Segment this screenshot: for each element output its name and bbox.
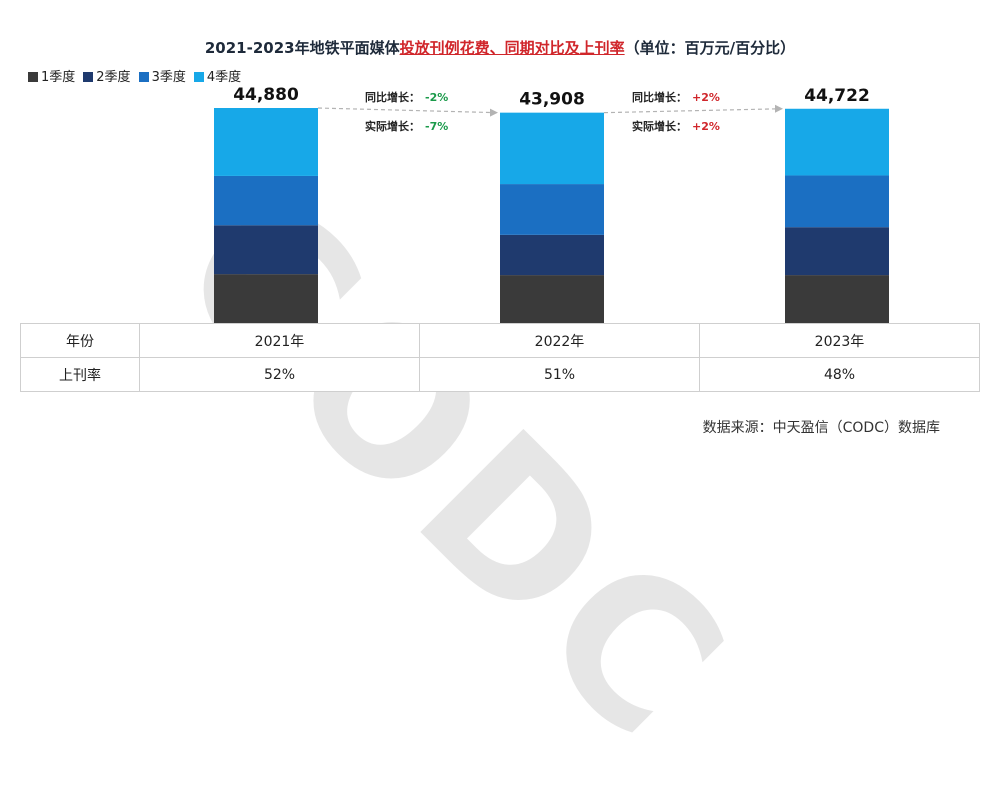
- trend-arrow: [490, 108, 498, 117]
- annotation-label: 实际增长：: [632, 119, 687, 133]
- title-unit: （单位：百万元/百分比）: [624, 39, 796, 57]
- table-cell-rate: 51%: [419, 357, 700, 392]
- table-cell-rate: 52%: [139, 357, 420, 392]
- chart-title: 2021-2023年地铁平面媒体投放刊例花费、同期对比及上刊率（单位：百万元/百…: [0, 37, 1000, 58]
- legend-label: 4季度: [206, 70, 242, 85]
- row-header-year: 年份: [20, 323, 140, 358]
- bar-segment: [214, 225, 318, 275]
- bar-segment: [500, 112, 604, 185]
- legend-item: 2季度: [83, 66, 131, 85]
- bar-segment: [785, 227, 889, 276]
- total-label: 43,908: [519, 90, 585, 110]
- annotation-value: -2%: [425, 91, 448, 104]
- total-label: 44,880: [233, 85, 299, 105]
- bar-segment: [214, 108, 318, 176]
- table-row-year: 年份 2021年 2022年 2023年: [20, 323, 980, 358]
- legend-item: 3季度: [138, 66, 186, 85]
- legend-swatch: [193, 72, 204, 82]
- chart-area: 44,880 43,908 44,722 同比增长： -2% 实际增长： -7% 同比增长： +…: [214, 85, 889, 323]
- annotation-value: +2%: [692, 120, 720, 133]
- legend-swatch: [28, 72, 38, 82]
- table-row-rate: 上刊率 52% 51% 48%: [20, 357, 980, 392]
- trend-line: [317, 107, 497, 114]
- table-cell-year: 2023年: [699, 323, 980, 358]
- bar-segment: [785, 275, 889, 323]
- annotation-label: 同比增长：: [365, 90, 420, 104]
- title-prefix: 2021-2023年地铁平面媒体: [204, 39, 400, 57]
- annotation-label: 同比增长：: [632, 90, 687, 104]
- bar-segment: [500, 275, 604, 323]
- legend-label: 1季度: [41, 70, 76, 85]
- table-cell-year: 2021年: [139, 323, 420, 358]
- table-cell-rate: 48%: [699, 357, 980, 392]
- bar-segment: [500, 184, 604, 235]
- trend-arrow: [775, 104, 783, 113]
- trend-line: [603, 108, 782, 114]
- legend-label: 3季度: [151, 70, 186, 85]
- data-table: 年份 2021年 2022年 2023年 上刊率 52% 51% 48%: [20, 323, 980, 392]
- bar-segment: [500, 234, 604, 276]
- title-highlight: 投放刊例花费、同期对比及上刊率: [399, 39, 625, 57]
- bar-segment: [214, 274, 318, 323]
- legend: 1季度 2季度 3季度 4季度: [28, 66, 249, 85]
- legend-swatch: [83, 72, 94, 82]
- legend-item: 4季度: [193, 66, 242, 85]
- row-header-rate: 上刊率: [20, 357, 140, 392]
- legend-label: 2季度: [96, 70, 131, 85]
- source-note: 数据来源：中天盈信（CODC）数据库: [702, 420, 940, 436]
- table-cell-year: 2022年: [419, 323, 700, 358]
- bar-segment: [214, 175, 318, 226]
- annotation-value: -7%: [425, 120, 448, 133]
- bar-segment: [785, 175, 889, 228]
- annotation-label: 实际增长：: [365, 119, 420, 133]
- total-label: 44,722: [804, 86, 870, 106]
- annotation-value: +2%: [692, 91, 720, 104]
- legend-item: 1季度: [28, 66, 75, 85]
- bar-segment: [785, 108, 889, 176]
- legend-swatch: [138, 72, 149, 82]
